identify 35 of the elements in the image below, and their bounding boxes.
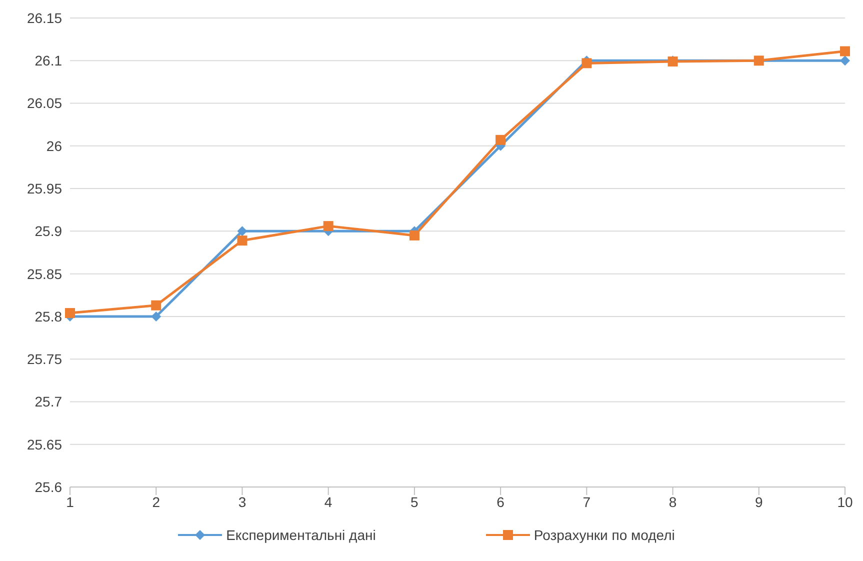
y-tick-label: 25.95 (26, 180, 62, 197)
y-tick-label: 25.6 (34, 478, 62, 495)
y-tick-label: 25.65 (26, 436, 62, 452)
point (65, 308, 75, 318)
x-tick-label: 6 (496, 494, 505, 510)
point (237, 236, 248, 246)
point (323, 221, 334, 232)
point (237, 226, 248, 236)
point (409, 230, 420, 240)
x-tick-label: 8 (668, 494, 677, 510)
x-tick-label: 2 (152, 494, 160, 510)
y-tick-label: 25.7 (34, 394, 62, 410)
point (840, 56, 850, 66)
legend-label: Розрахунки по моделі (534, 527, 675, 543)
point (151, 300, 162, 310)
y-tick-label: 26 (46, 138, 62, 154)
point (582, 58, 592, 68)
x-tick-label: 7 (582, 494, 591, 510)
x-tick-label: 9 (754, 494, 763, 510)
point (151, 311, 162, 322)
x-tick-label: 10 (837, 494, 853, 510)
y-tick-label: 26.1 (34, 52, 62, 69)
point (840, 46, 850, 56)
x-tick-label: 5 (410, 494, 419, 510)
y-tick-label: 25.85 (26, 266, 62, 282)
y-tick-label: 25.8 (34, 308, 62, 324)
x-tick-label: 3 (238, 494, 246, 510)
legend-label: Експериментальні дані (226, 527, 376, 543)
point (496, 134, 506, 145)
x-tick-label: 1 (66, 494, 74, 510)
y-tick-label: 26.05 (26, 95, 62, 112)
x-tick-label: 4 (324, 494, 332, 510)
y-tick-label: 25.9 (34, 223, 62, 240)
y-tick-label: 25.75 (26, 351, 62, 368)
y-tick-label: 26.15 (26, 10, 62, 26)
